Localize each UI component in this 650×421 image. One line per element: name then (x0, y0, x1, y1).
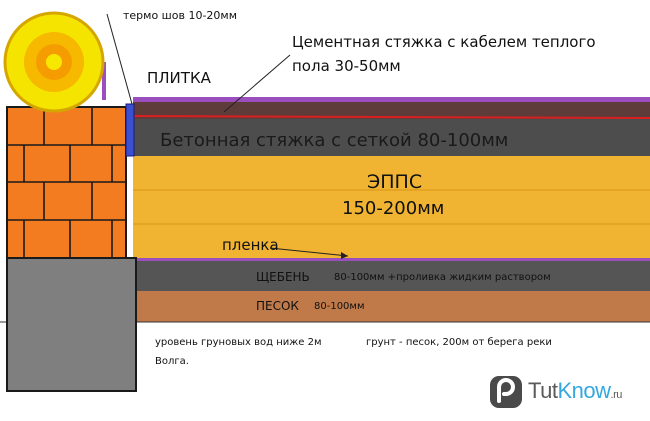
tile-edge (102, 62, 106, 100)
tile-layer (133, 97, 650, 102)
brand-tut: Tut (528, 378, 558, 403)
cement-screed-layer (133, 102, 650, 119)
cement-screed-leader (223, 54, 291, 113)
tile-label: ПЛИТКА (147, 69, 211, 87)
soil-note: грунт - песок, 200м от берега реки (366, 337, 552, 348)
thermo-seam-leader (106, 13, 133, 105)
termo-seam-label: термо шов 10-20мм (123, 9, 238, 22)
tutknow-wordmark: TutKnow.ru (528, 378, 622, 404)
concrete-screed-layer (133, 119, 650, 156)
brick-mortar-lines (7, 107, 126, 258)
heating-cable-spool (3, 11, 105, 113)
brand-domain: .ru (610, 389, 623, 401)
film-label: пленка (222, 236, 279, 254)
cement-screed-label-line2: пола 30-50мм (292, 57, 401, 75)
epps-layer (133, 156, 650, 259)
epps-thickness-label: 150-200мм (342, 198, 445, 219)
concrete-screed-label: Бетонная стяжка с сеткой 80-100мм (160, 130, 509, 151)
tutknow-watermark: TutKnow.ru (488, 374, 638, 410)
thermo-seam (125, 103, 135, 157)
brand-know: Know (557, 378, 611, 403)
sand-thickness-label: 80-100мм (314, 301, 365, 312)
gravel-note: 80-100мм +проливка жидким раствором (334, 272, 551, 283)
sand-layer (133, 291, 650, 322)
tutknow-logo-icon (490, 376, 522, 408)
groundwater-note: уровень груновых вод ниже 2м (155, 337, 322, 348)
cement-screed-label-line1: Цементная стяжка с кабелем теплого (292, 33, 596, 51)
film-layer (133, 258, 650, 261)
gravel-layer (133, 261, 650, 291)
foundation-block (6, 257, 137, 392)
film-leader (269, 247, 349, 257)
sand-label: ПЕСОК (256, 299, 299, 313)
gravel-label: ЩЕБЕНЬ (256, 270, 310, 284)
film-leader-arrow (341, 252, 348, 259)
heating-cable (132, 115, 650, 119)
epps-label: ЭППС (367, 171, 423, 193)
volga-note: Волга. (155, 356, 189, 367)
